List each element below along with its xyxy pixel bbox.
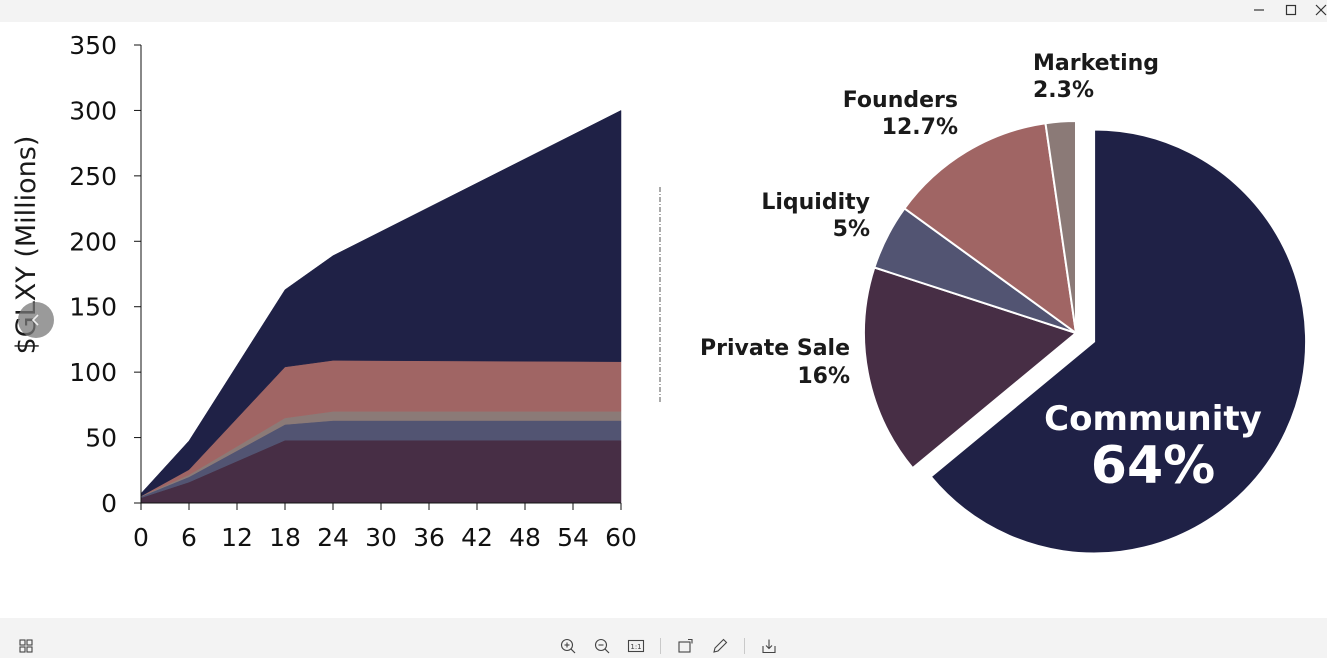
zoom-out-icon: [594, 638, 610, 654]
pie-value-founders: 12.7%: [882, 115, 958, 140]
x-tick-label: 54: [557, 523, 589, 552]
actual-size-label: 1:1: [630, 643, 641, 651]
pie-label-marketing: Marketing: [1033, 51, 1159, 76]
y-tick-label: 250: [69, 162, 117, 191]
actual-size-icon: 1:1: [627, 639, 645, 653]
chevron-left-icon: [31, 314, 39, 326]
y-tick-label: 350: [69, 31, 117, 60]
edit-button[interactable]: [709, 636, 731, 656]
y-tick-label: 100: [69, 358, 117, 387]
x-tick-label: 60: [605, 523, 637, 552]
save-icon: [762, 639, 776, 654]
pie-label-private-sale: Private Sale: [700, 336, 850, 361]
pie-value-liquidity: 5%: [833, 217, 870, 242]
grid-view-button[interactable]: [15, 636, 37, 656]
area-series-community: [140, 110, 622, 497]
x-tick-label: 30: [365, 523, 397, 552]
rotate-button[interactable]: [675, 636, 697, 656]
previous-image-button[interactable]: [18, 302, 54, 338]
actual-size-button[interactable]: 1:1: [625, 636, 647, 656]
pie-slice-marketing: [1044, 119, 1077, 334]
maximize-button[interactable]: [1275, 0, 1307, 20]
save-button[interactable]: [758, 636, 780, 656]
x-tick-label: 48: [509, 523, 541, 552]
close-button[interactable]: [1305, 0, 1327, 20]
pie-slice-community: [929, 128, 1308, 555]
zoom-in-button[interactable]: [557, 636, 579, 656]
pie-value-marketing: 2.3%: [1033, 78, 1094, 103]
toolbar-divider: [744, 638, 745, 654]
edit-icon: [713, 638, 728, 653]
pie-slice-private-sale: [863, 266, 1079, 470]
stacked-area-chart: 0 50 100 150 200 250 300 350 0 6 12 18 24 30 36 42 48 54 6…: [11, 31, 637, 552]
pie-value-community: 64%: [1091, 436, 1215, 496]
x-tick-label: 6: [181, 523, 197, 552]
x-tick-label: 0: [133, 523, 149, 552]
pie-label-community: Community: [1044, 399, 1262, 439]
y-tick-label: 150: [69, 293, 117, 322]
x-tick-label: 18: [269, 523, 301, 552]
zoom-out-button[interactable]: [591, 636, 613, 656]
x-tick-label: 42: [461, 523, 493, 552]
pie-slice-founders: [903, 122, 1078, 336]
y-tick-label: 0: [101, 489, 117, 518]
rotate-icon: [678, 638, 693, 653]
title-bar: [0, 0, 1327, 22]
chart-canvas: 0 50 100 150 200 250 300 350 0 6 12 18 24 30 36 42 48 54 6…: [11, 31, 1308, 555]
pie-value-private-sale: 16%: [797, 364, 850, 389]
y-tick-label: 200: [69, 227, 117, 256]
x-tick-label: 36: [413, 523, 445, 552]
x-tick-label: 24: [317, 523, 349, 552]
viewer-toolbar: [0, 618, 1327, 658]
y-tick-label: 300: [69, 96, 117, 125]
maximize-icon: [1285, 4, 1297, 16]
toolbar-divider: [660, 638, 661, 654]
pie-label-liquidity: Liquidity: [761, 190, 870, 215]
grid-view-icon: [19, 639, 33, 653]
minimize-icon: [1254, 9, 1264, 11]
pie-label-founders: Founders: [843, 88, 958, 113]
minimize-button[interactable]: [1243, 0, 1275, 20]
y-tick-label: 50: [85, 424, 117, 453]
x-tick-label: 12: [221, 523, 253, 552]
zoom-in-icon: [560, 638, 576, 654]
close-icon: [1315, 4, 1327, 16]
